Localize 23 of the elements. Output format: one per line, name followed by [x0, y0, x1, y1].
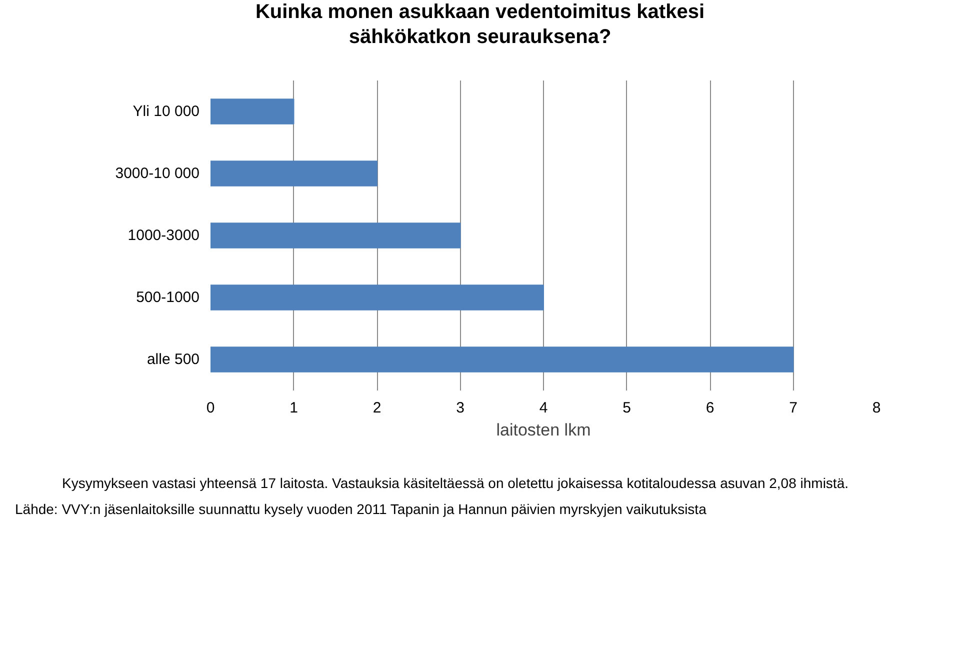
x-tick-label: 2 — [372, 400, 382, 416]
bar — [210, 284, 544, 310]
x-tick-label: 6 — [706, 400, 714, 416]
x-tick-label: 0 — [206, 400, 215, 416]
x-tick-label: 4 — [539, 400, 548, 416]
y-tick-label: 500-1000 — [136, 289, 200, 306]
y-tick-label: 1000-3000 — [128, 227, 200, 244]
x-axis-title: laitosten lkm — [496, 420, 591, 440]
x-tick-label: 5 — [622, 400, 631, 416]
y-tick-label: alle 500 — [146, 351, 200, 368]
x-tick-label: 3 — [456, 400, 464, 416]
bar — [210, 222, 461, 248]
bar — [210, 346, 794, 372]
bar — [210, 160, 378, 186]
bar — [210, 98, 294, 124]
x-tick-label: 7 — [789, 400, 798, 416]
x-tick-label: 8 — [872, 400, 881, 416]
y-tick-label: Yli 10 000 — [132, 103, 200, 120]
y-tick-label: 3000-10 000 — [115, 165, 200, 182]
text: Kysymykseen vastasi yhteensä 17 laitosta. Vastauksia käsiteltäessä on oletettu jokaisessa kotitaloudessa asuvan 2,08 ihmistä. — [62, 474, 849, 492]
x-tick-label: 1 — [290, 400, 298, 416]
chart-title: Kuinka monen asukkaan vedentoimitus katkesi sähkökatkon seurauksena? — [254, 0, 706, 50]
text: Lähde: VVY:n jäsenlaitoksille suunnattu kysely vuoden 2011 Tapanin ja Hannun päivien myrskyjen vaikutuksista — [15, 500, 706, 518]
